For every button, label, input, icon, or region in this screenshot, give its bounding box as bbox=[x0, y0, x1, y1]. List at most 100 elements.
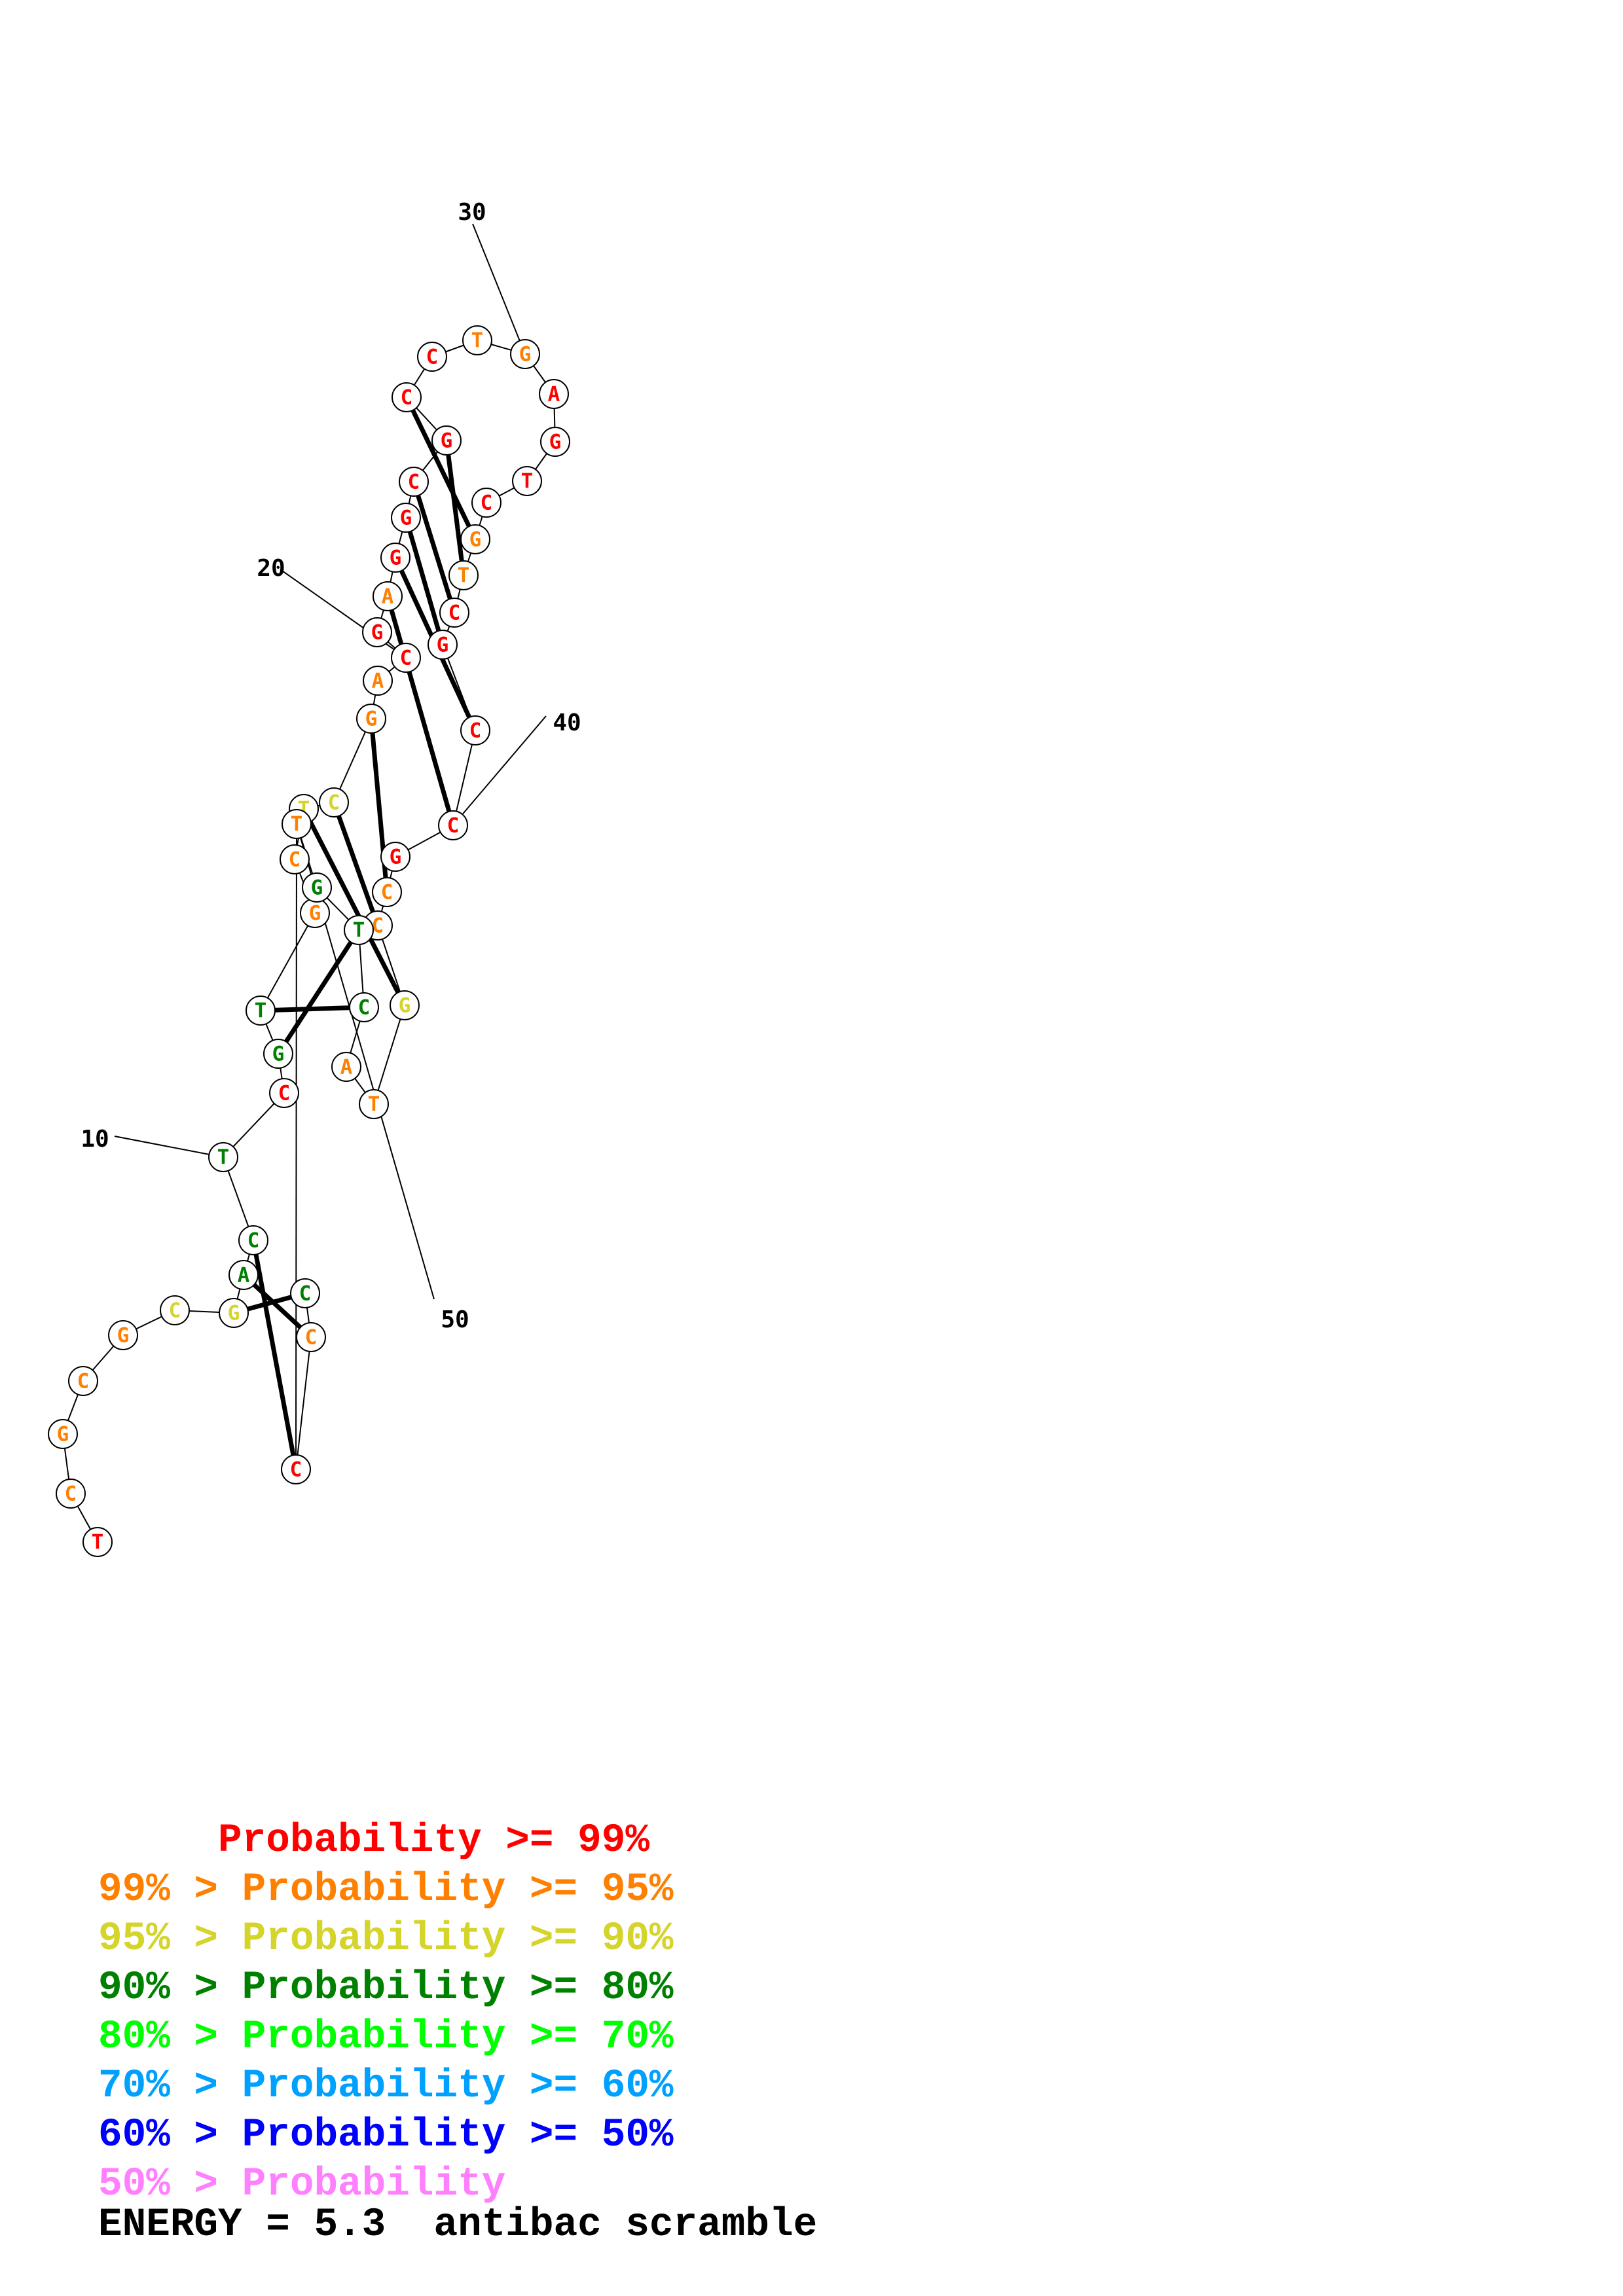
base-pair-line bbox=[242, 1273, 313, 1339]
nucleotide-circle bbox=[82, 1527, 113, 1557]
nucleotide-letter: C bbox=[77, 1370, 90, 1393]
nucleotide-circle bbox=[540, 427, 570, 457]
nucleotide-circle bbox=[344, 915, 374, 945]
nucleotide-letter: T bbox=[353, 919, 365, 942]
base-pair-line bbox=[276, 929, 361, 1055]
nucleotide-letter: A bbox=[372, 670, 384, 693]
nucleotide: G bbox=[380, 842, 410, 872]
nucleotide-letter: C bbox=[65, 1482, 77, 1506]
nucleotide-circle bbox=[380, 842, 410, 872]
nucleotide: C bbox=[417, 342, 447, 372]
nucleotide: A bbox=[363, 666, 393, 696]
base-pair-line bbox=[404, 396, 478, 541]
nucleotide-letter: G bbox=[437, 634, 449, 657]
nucleotide-letter: T bbox=[521, 470, 534, 493]
nucleotide-letter: G bbox=[311, 876, 323, 900]
nucleotide-letter: T bbox=[255, 999, 267, 1023]
base-pair-line bbox=[411, 480, 457, 614]
legend-row: 70% > Probability >= 60% bbox=[98, 2064, 674, 2109]
position-label-leader bbox=[114, 1136, 224, 1158]
nucleotide: T bbox=[82, 1527, 113, 1557]
nucleotide-letter: C bbox=[372, 914, 384, 938]
nucleotide-letter: C bbox=[400, 647, 412, 670]
backbone-lines bbox=[62, 340, 556, 1543]
nucleotide: C bbox=[460, 715, 490, 745]
nucleotide: T bbox=[344, 915, 374, 945]
nucleotide: T bbox=[462, 325, 492, 355]
nucleotide-circle bbox=[238, 1225, 268, 1255]
nucleotide-circle bbox=[302, 872, 332, 903]
nucleotide: G bbox=[510, 339, 540, 369]
nucleotide-circle bbox=[356, 704, 386, 734]
nucleotide: G bbox=[362, 617, 392, 647]
nucleotide: G bbox=[540, 427, 570, 457]
nucleotide: C bbox=[392, 382, 422, 412]
nucleotide: C bbox=[269, 1078, 299, 1108]
backbone-segment bbox=[260, 912, 316, 1011]
nucleotide-circle bbox=[391, 643, 421, 673]
nucleotide-letter: C bbox=[401, 386, 413, 410]
nucleotide-circle bbox=[539, 379, 569, 409]
nucleotide-letter: G bbox=[441, 429, 453, 453]
nucleotide: T bbox=[448, 560, 479, 590]
nucleotide: T bbox=[359, 1089, 389, 1119]
nucleotide-circle bbox=[56, 1479, 86, 1509]
nucleotide-letter: T bbox=[368, 1093, 380, 1117]
nucleotide-letter: G bbox=[228, 1302, 240, 1325]
nucleotide: G bbox=[391, 503, 421, 533]
position-label-leader bbox=[452, 715, 547, 826]
nucleotide-circle bbox=[462, 325, 492, 355]
nucleotide-circle bbox=[471, 488, 501, 518]
position-label: 10 bbox=[81, 1126, 109, 1153]
nucleotide: T bbox=[512, 466, 542, 496]
nucleotide: C bbox=[56, 1479, 86, 1509]
nucleotide-letter: G bbox=[469, 528, 482, 552]
base-pair-line bbox=[385, 596, 456, 826]
base-pair-line bbox=[403, 517, 445, 645]
nucleotide-circle bbox=[438, 810, 468, 840]
nucleotide: T bbox=[282, 809, 312, 839]
legend-row: 99% > Probability >= 95% bbox=[98, 1867, 674, 1912]
nucleotide-circle bbox=[290, 1278, 320, 1308]
legend-row: 95% > Probability >= 90% bbox=[98, 1916, 674, 1962]
nucleotide: C bbox=[372, 877, 402, 907]
base-pair-line bbox=[331, 801, 380, 927]
nucleotide-circle bbox=[281, 1454, 311, 1484]
nucleotide-circle bbox=[392, 382, 422, 412]
nucleotide-letter: G bbox=[390, 547, 402, 570]
nucleotide-circle bbox=[319, 787, 349, 817]
nucleotide: C bbox=[319, 787, 349, 817]
legend-row: 50% > Probability bbox=[98, 2162, 506, 2207]
nucleotide-letter: C bbox=[408, 471, 420, 494]
nucleotide: C bbox=[391, 643, 421, 673]
backbone-segment bbox=[452, 730, 476, 826]
nucleotide: C bbox=[399, 467, 429, 497]
nucleotide-letter: G bbox=[519, 343, 532, 367]
nucleotide-letter: G bbox=[371, 621, 384, 645]
nucleotide-circle bbox=[282, 809, 312, 839]
nucleotide-letter: G bbox=[549, 431, 562, 454]
nucleotide-letter: G bbox=[399, 994, 411, 1018]
backbone-segment bbox=[373, 1005, 405, 1105]
base-pair-line bbox=[301, 808, 407, 1007]
position-label: 20 bbox=[257, 555, 285, 582]
nucleotide-letter: G bbox=[309, 902, 321, 925]
nucleotide: T bbox=[208, 1142, 238, 1172]
nucleotide-letter: C bbox=[469, 719, 482, 743]
backbone-segment bbox=[295, 823, 297, 1470]
position-label: 40 bbox=[553, 709, 581, 736]
nucleotide: A bbox=[331, 1052, 361, 1082]
nucleotide-letter: T bbox=[291, 813, 303, 836]
nucleotide-circle bbox=[48, 1419, 78, 1449]
nucleotide-circle bbox=[331, 1052, 361, 1082]
energy-caption: ENERGY = 5.3 antibac scramble bbox=[98, 2202, 818, 2248]
nucleotide-circle bbox=[108, 1320, 138, 1350]
nucleotide: G bbox=[302, 872, 332, 903]
nucleotide-circle bbox=[68, 1366, 98, 1396]
nucleotide: G bbox=[428, 630, 458, 660]
backbone-segment bbox=[295, 1336, 312, 1470]
nucleotide-circle bbox=[380, 543, 410, 573]
nucleotide-letter: G bbox=[365, 708, 378, 731]
